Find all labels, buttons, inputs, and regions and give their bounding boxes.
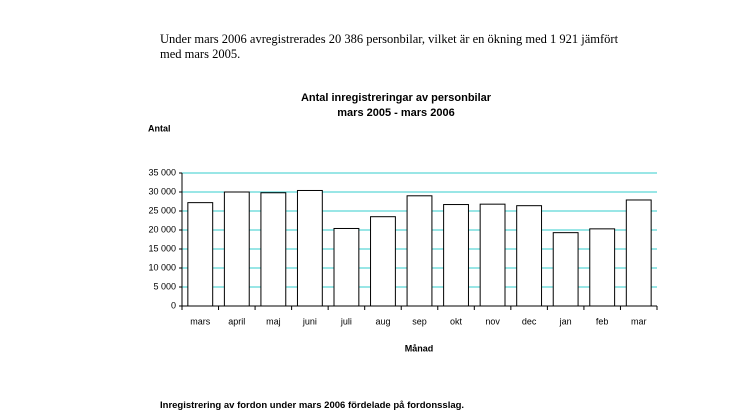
x-tick-label: maj <box>266 316 281 326</box>
y-tick-label: 35 000 <box>148 167 176 177</box>
y-tick-label: 5 000 <box>153 281 176 291</box>
y-tick-label: 30 000 <box>148 186 176 196</box>
bar <box>370 216 396 307</box>
x-tick-label: sep <box>412 316 427 326</box>
y-tick-label: 20 000 <box>148 224 176 234</box>
x-axis-label: Månad <box>405 343 434 353</box>
chart-title: Antal inregistreringar av personbilar <box>301 92 492 104</box>
x-tick-label: nov <box>485 316 500 326</box>
x-tick-label: juli <box>340 316 352 326</box>
bar <box>260 192 287 307</box>
y-tick-label: 0 <box>171 300 176 310</box>
x-tick-label: april <box>228 316 245 326</box>
paragraph: Under mars 2006 avregistrerades 20 386 p… <box>160 32 619 61</box>
bar <box>589 228 616 307</box>
x-tick-label: dec <box>522 316 537 326</box>
bar <box>406 195 433 307</box>
bar <box>333 227 360 307</box>
bar <box>223 191 250 307</box>
bar <box>516 205 543 307</box>
bar <box>552 232 579 307</box>
x-tick-label: mar <box>631 316 647 326</box>
x-tick-label: juni <box>302 316 317 326</box>
y-tick-label: 15 000 <box>148 243 176 253</box>
x-tick-label: feb <box>596 316 609 326</box>
bar <box>625 199 652 307</box>
y-tick-label: 10 000 <box>148 262 176 272</box>
chart: Antal inregistreringar av personbilar ma… <box>148 92 658 353</box>
chart-subtitle: mars 2005 - mars 2006 <box>337 107 454 119</box>
bar <box>296 189 323 307</box>
bar <box>443 204 469 307</box>
x-tick-label: mars <box>190 316 210 326</box>
x-tick-label: jan <box>559 316 572 326</box>
bar <box>479 203 506 307</box>
bar <box>187 202 214 307</box>
y-tick-label: 25 000 <box>148 205 176 215</box>
y-axis-label: Antal <box>148 123 171 133</box>
footer-heading: Inregistrering av fordon under mars 2006… <box>160 400 465 411</box>
x-tick-label: okt <box>450 316 463 326</box>
x-tick-label: aug <box>375 316 390 326</box>
